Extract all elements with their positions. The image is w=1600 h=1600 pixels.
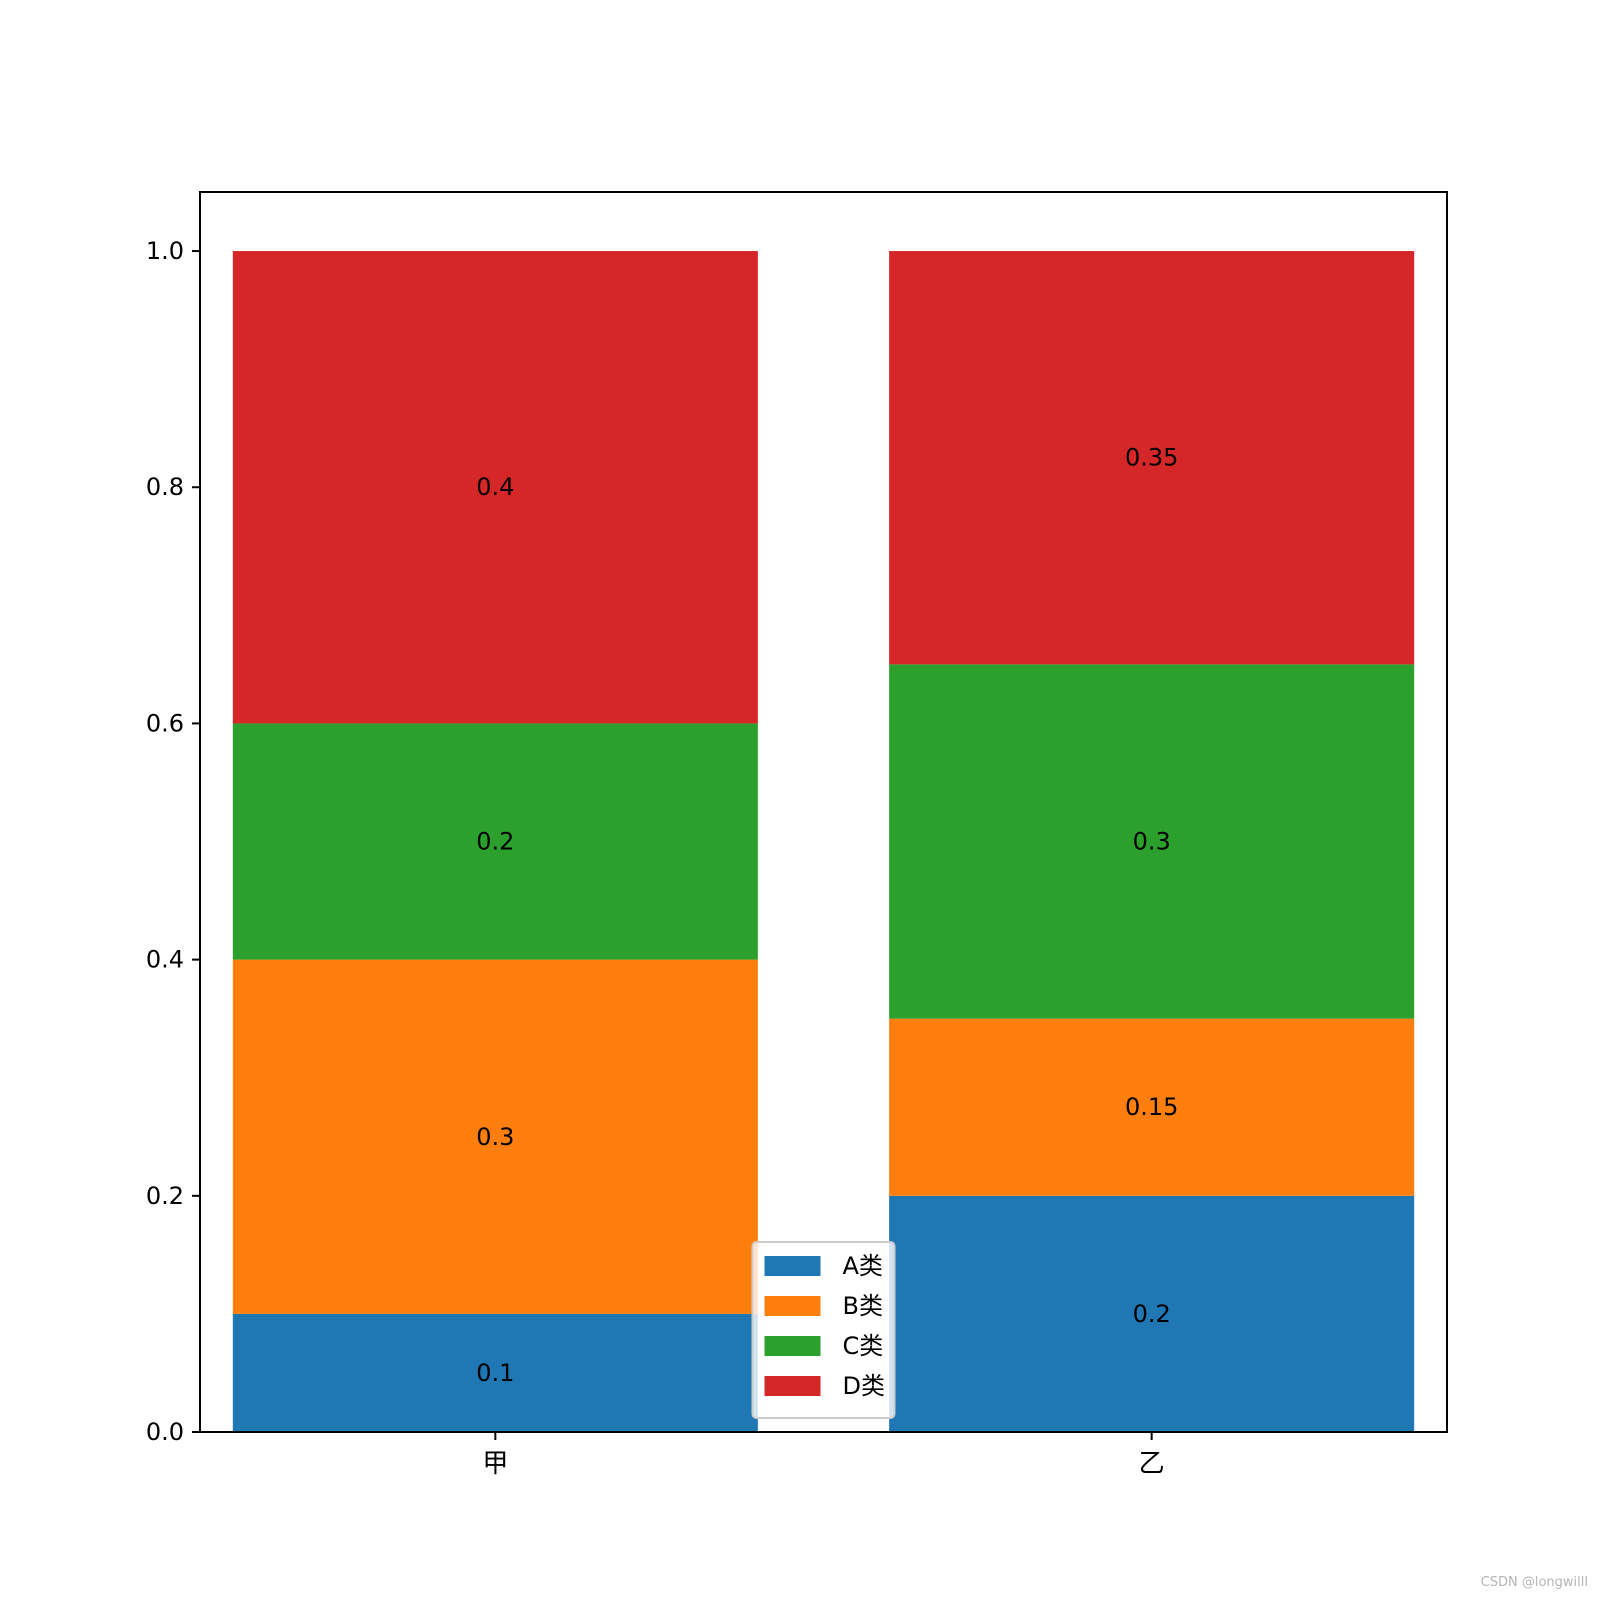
- legend: A类 B类 C类 D类: [751, 1241, 896, 1419]
- bar-3-1: [232, 723, 758, 960]
- x-tick-label: 甲: [482, 1449, 508, 1479]
- bar-value-label: 0.4: [476, 473, 514, 501]
- bar-4-1: [232, 251, 758, 724]
- bar-value-label: 0.3: [476, 1123, 514, 1151]
- legend-label: C类: [843, 1332, 884, 1360]
- legend-swatch: [764, 1336, 821, 1356]
- x-tick-label: 乙: [1139, 1449, 1165, 1479]
- y-tick-label: 0.4: [146, 946, 184, 974]
- x-axis: 甲乙: [482, 1432, 1165, 1479]
- legend-swatch: [764, 1296, 821, 1316]
- bar-1-1: [232, 1313, 758, 1432]
- bar-4-2: [889, 251, 1415, 665]
- y-axis: 0.0 0.2 0.4 0.6 0.8 1.0: [146, 237, 200, 1446]
- y-tick-label: 0.8: [146, 473, 184, 501]
- bar-2-2: [889, 1018, 1415, 1196]
- legend-label: A类: [843, 1252, 883, 1280]
- bars-group: [232, 251, 1415, 1432]
- bar-2-1: [232, 959, 758, 1314]
- plot-frame: [199, 191, 1448, 1433]
- legend-frame: [751, 1241, 896, 1419]
- bar-3-2: [889, 664, 1415, 1019]
- bar-value-label: 0.35: [1125, 444, 1178, 472]
- y-tick-label: 0.0: [146, 1418, 184, 1446]
- y-tick-label: 0.6: [146, 709, 184, 737]
- legend-label: B类: [843, 1292, 883, 1320]
- bar-labels-group: 0.1 0.3 0.2 0.4 0.2 0.15 0.3 0.35: [476, 444, 1178, 1387]
- bar-value-label: 0.1: [476, 1359, 514, 1387]
- y-tick-label: 0.2: [146, 1182, 184, 1210]
- watermark: CSDN @longwilll: [1480, 1575, 1588, 1590]
- bar-value-label: 0.2: [1133, 1300, 1171, 1328]
- legend-swatch: [764, 1376, 821, 1396]
- bar-value-label: 0.15: [1125, 1093, 1178, 1121]
- y-tick-label: 1.0: [146, 237, 184, 265]
- bar-value-label: 0.2: [476, 828, 514, 856]
- bar-1-2: [889, 1195, 1415, 1432]
- bar-value-label: 0.3: [1133, 828, 1171, 856]
- legend-label: D类: [843, 1372, 885, 1400]
- legend-swatch: [764, 1256, 821, 1276]
